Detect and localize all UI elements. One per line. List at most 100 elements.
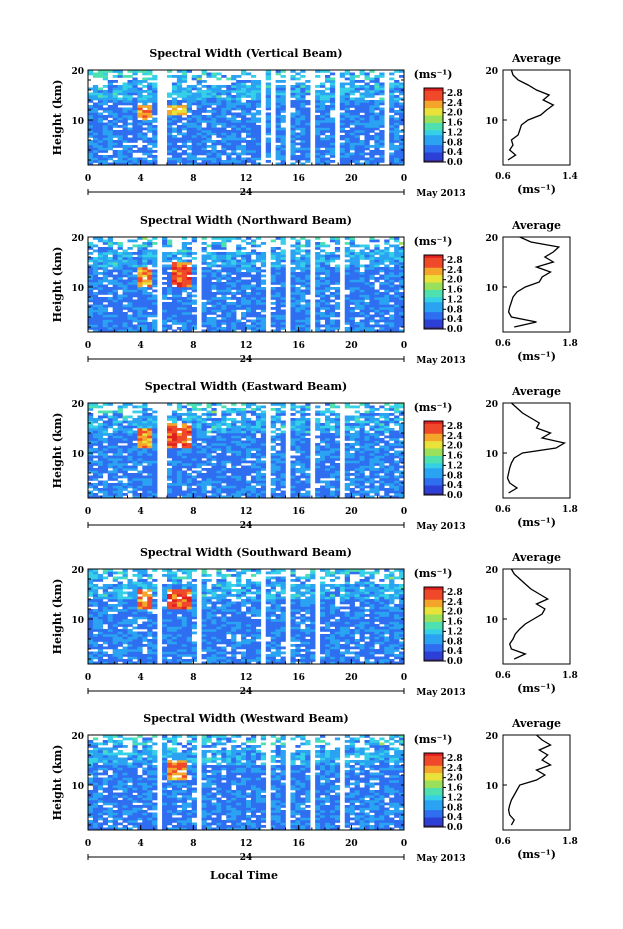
heatmap-cell [270,420,276,424]
heatmap-cell [92,160,99,163]
heatmap-cell [122,428,128,431]
heatmap-cell [364,110,370,113]
heatmap-cell [231,279,237,283]
heatmap-cell [88,289,94,293]
heatmap-cell [206,267,212,270]
heatmap-cell [280,435,286,439]
heatmap-cell [255,312,262,315]
average-line [507,69,555,161]
heatmap-cell [231,237,237,240]
heatmap-cell [250,147,257,151]
heatmap-cell [191,435,197,439]
heatmap-cell [295,279,301,283]
heatmap-cell [275,324,281,328]
heatmap-cell [162,294,168,298]
heatmap-cell [112,97,118,101]
heatmap-cell [107,130,113,133]
heatmap-cell [359,72,365,76]
heatmap-cell [349,102,355,106]
heatmap-cell [354,259,360,263]
heatmap-cell [112,155,118,158]
heatmap-cell [250,413,257,416]
heatmap-cell [176,317,183,320]
heatmap-cell [320,112,326,116]
heatmap-cell [211,87,217,91]
heatmap-cell [250,443,257,446]
colorbar-segment [424,269,443,273]
heatmap-cell [216,309,222,313]
heatmap-cell [231,87,237,91]
heatmap-cell [354,157,360,161]
heatmap-cell [399,322,405,325]
heatmap-cell [92,237,99,240]
heatmap-cell [226,480,232,484]
heatmap-cell [359,294,365,298]
heatmap-cell [221,443,227,446]
heatmap-cell [92,262,99,265]
heatmap-cell [295,100,301,103]
heatmap-cell [275,162,281,166]
heatmap-cell [320,282,326,285]
heatmap-cell [191,418,197,421]
heatmap-cell [255,405,262,409]
heatmap-cell [359,125,365,128]
heatmap-cell [102,468,109,471]
heatmap-cell [325,312,331,315]
heatmap-cell [231,147,237,151]
heatmap-cell [389,244,395,248]
heatmap-cell [265,120,271,123]
heatmap-cell [255,105,262,108]
heatmap-cell [176,289,183,293]
heatmap-cell [280,130,286,133]
heatmap-cell [147,423,153,426]
heatmap-cell [201,120,207,123]
heatmap-cell [226,458,232,461]
heatmap-cell [147,458,153,461]
heatmap-cell [280,150,286,153]
heatmap-cell [201,475,207,479]
heatmap-cell [206,440,212,444]
heatmap-cell [280,239,286,243]
heatmap-cell [122,307,128,310]
heatmap-cell [171,142,178,146]
heatmap-cell [112,279,118,283]
heatmap-cell [97,239,104,243]
heatmap-cell [201,115,207,118]
heatmap-cell [295,125,301,128]
heatmap-cell [364,127,370,131]
heatmap-cell [152,269,158,273]
heatmap-cell [132,317,138,320]
heatmap-cell [117,433,123,436]
heatmap-cell [167,312,173,315]
heatmap-cell [127,269,133,273]
heatmap-cell [344,272,350,275]
heatmap-cell [216,90,222,93]
heatmap-cell [231,157,237,161]
heatmap-cell [329,252,336,255]
heatmap-cell [231,408,237,411]
heatmap-cell [226,254,232,258]
heatmap-cell [167,92,173,96]
heatmap-cell [97,72,104,76]
heatmap-cell [275,125,281,128]
heatmap-cell [231,304,237,308]
heatmap-cell [97,309,104,313]
heatmap-cell [389,120,395,123]
heatmap-cell [300,297,306,300]
heatmap-cell [137,282,143,285]
heatmap-cell [260,307,267,310]
heatmap-cell [102,279,109,283]
heatmap-cell [186,284,192,288]
heatmap-cell [300,277,306,280]
heatmap-cell [334,287,341,290]
heatmap-cell [246,488,252,491]
heatmap-cell [122,157,128,161]
heatmap-cell [201,249,207,253]
panel-3: Spectral Width (Eastward Beam)2010Height… [51,380,578,532]
heatmap-cell [384,247,390,250]
heatmap-cell [394,244,400,248]
heatmap-cell [191,162,197,166]
heatmap-cell [369,309,375,313]
heatmap-cell [152,140,158,143]
heatmap-cell [369,254,375,258]
